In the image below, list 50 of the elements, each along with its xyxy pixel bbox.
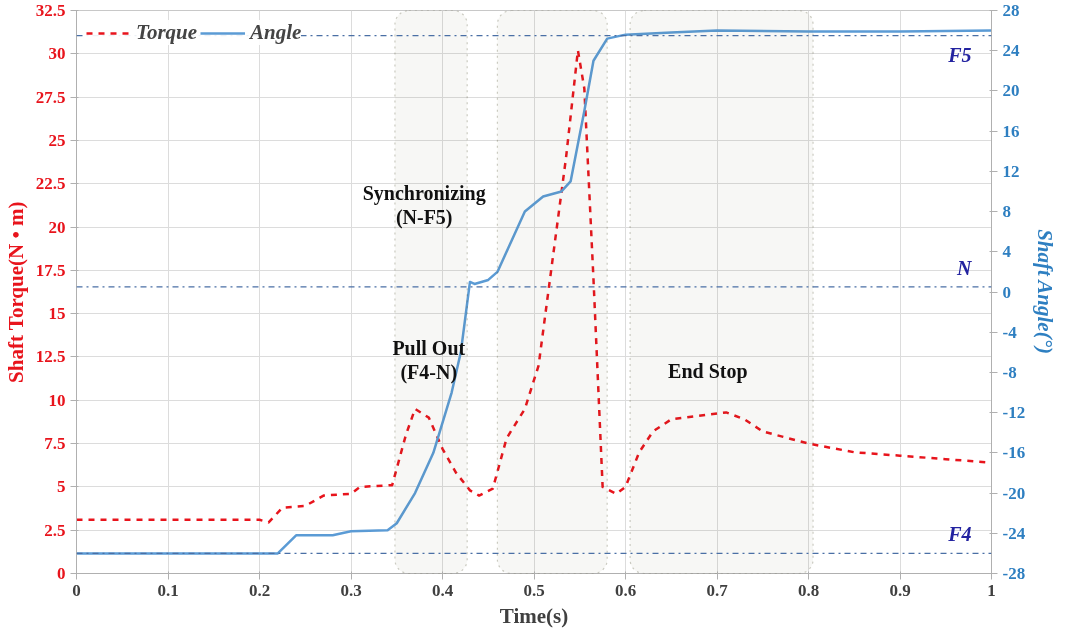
y2-tick-label: -28: [1002, 564, 1026, 583]
y2-tick-label: 24: [1002, 41, 1020, 61]
y-axis-title: Shaft Torque(N • m): [3, 201, 28, 383]
x-tick-label: 0.6: [614, 580, 637, 600]
y-tick-label: 5: [57, 477, 66, 497]
x-axis-title: Time(s): [499, 603, 569, 628]
y2-tick-label: 0: [1002, 282, 1011, 302]
y2-tick-label: 8: [1002, 202, 1011, 222]
x-tick-label: 0.5: [523, 580, 545, 600]
x-tick-label: 0.1: [157, 580, 179, 600]
y2-tick-label: 28: [1002, 1, 1020, 20]
legend-label: Torque: [136, 20, 198, 45]
y2-tick-label: 20: [1002, 81, 1020, 101]
x-tick-label: 0.8: [797, 580, 820, 600]
x-tick-label: 0: [72, 580, 81, 600]
annotation: End Stop: [668, 359, 748, 383]
y-tick-label: 2.5: [44, 520, 66, 540]
y2-axis-title: Shaft Angle(°): [1033, 229, 1058, 355]
x-tick-label: 0.2: [248, 580, 271, 600]
y-tick-label: 12.5: [35, 347, 66, 367]
y2-tick-label: -20: [1002, 483, 1026, 503]
y-tick-label: 22.5: [35, 174, 66, 194]
x-tick-label: 0.9: [889, 580, 911, 600]
y-tick-label: 30: [48, 44, 66, 64]
y-tick-label: 20: [48, 217, 66, 237]
y-tick-label: 32.5: [35, 1, 66, 20]
y-tick-label: 0: [57, 564, 66, 583]
y-tick-label: 27.5: [35, 87, 66, 107]
y2-tick-label: 16: [1002, 121, 1020, 141]
y2-tick-label: -12: [1002, 403, 1026, 423]
x-tick-label: 0.3: [340, 580, 362, 600]
y-tick-label: 17.5: [35, 260, 66, 280]
ref-line-label: F5: [947, 43, 972, 66]
y-tick-label: 25: [48, 130, 66, 150]
legend-label: Angle: [250, 20, 302, 45]
y2-tick-label: -24: [1002, 523, 1026, 543]
y2-tick-label: -4: [1002, 322, 1018, 342]
y-tick-label: 7.5: [44, 434, 66, 454]
y-tick-label: 15: [48, 304, 66, 324]
y2-tick-label: -16: [1002, 443, 1026, 463]
y2-tick-label: -8: [1002, 362, 1017, 382]
annotation: Synchronizing (N-F5): [362, 181, 486, 229]
y2-tick-label: 4: [1002, 242, 1012, 262]
ref-line-label: F4: [947, 523, 972, 546]
x-tick-label: 1: [987, 580, 996, 600]
x-tick-label: 0.4: [431, 580, 454, 600]
y2-tick-label: 12: [1002, 161, 1020, 181]
ref-line-label: N: [956, 256, 974, 279]
x-tick-label: 0.7: [706, 580, 729, 600]
y-tick-label: 10: [48, 390, 66, 410]
